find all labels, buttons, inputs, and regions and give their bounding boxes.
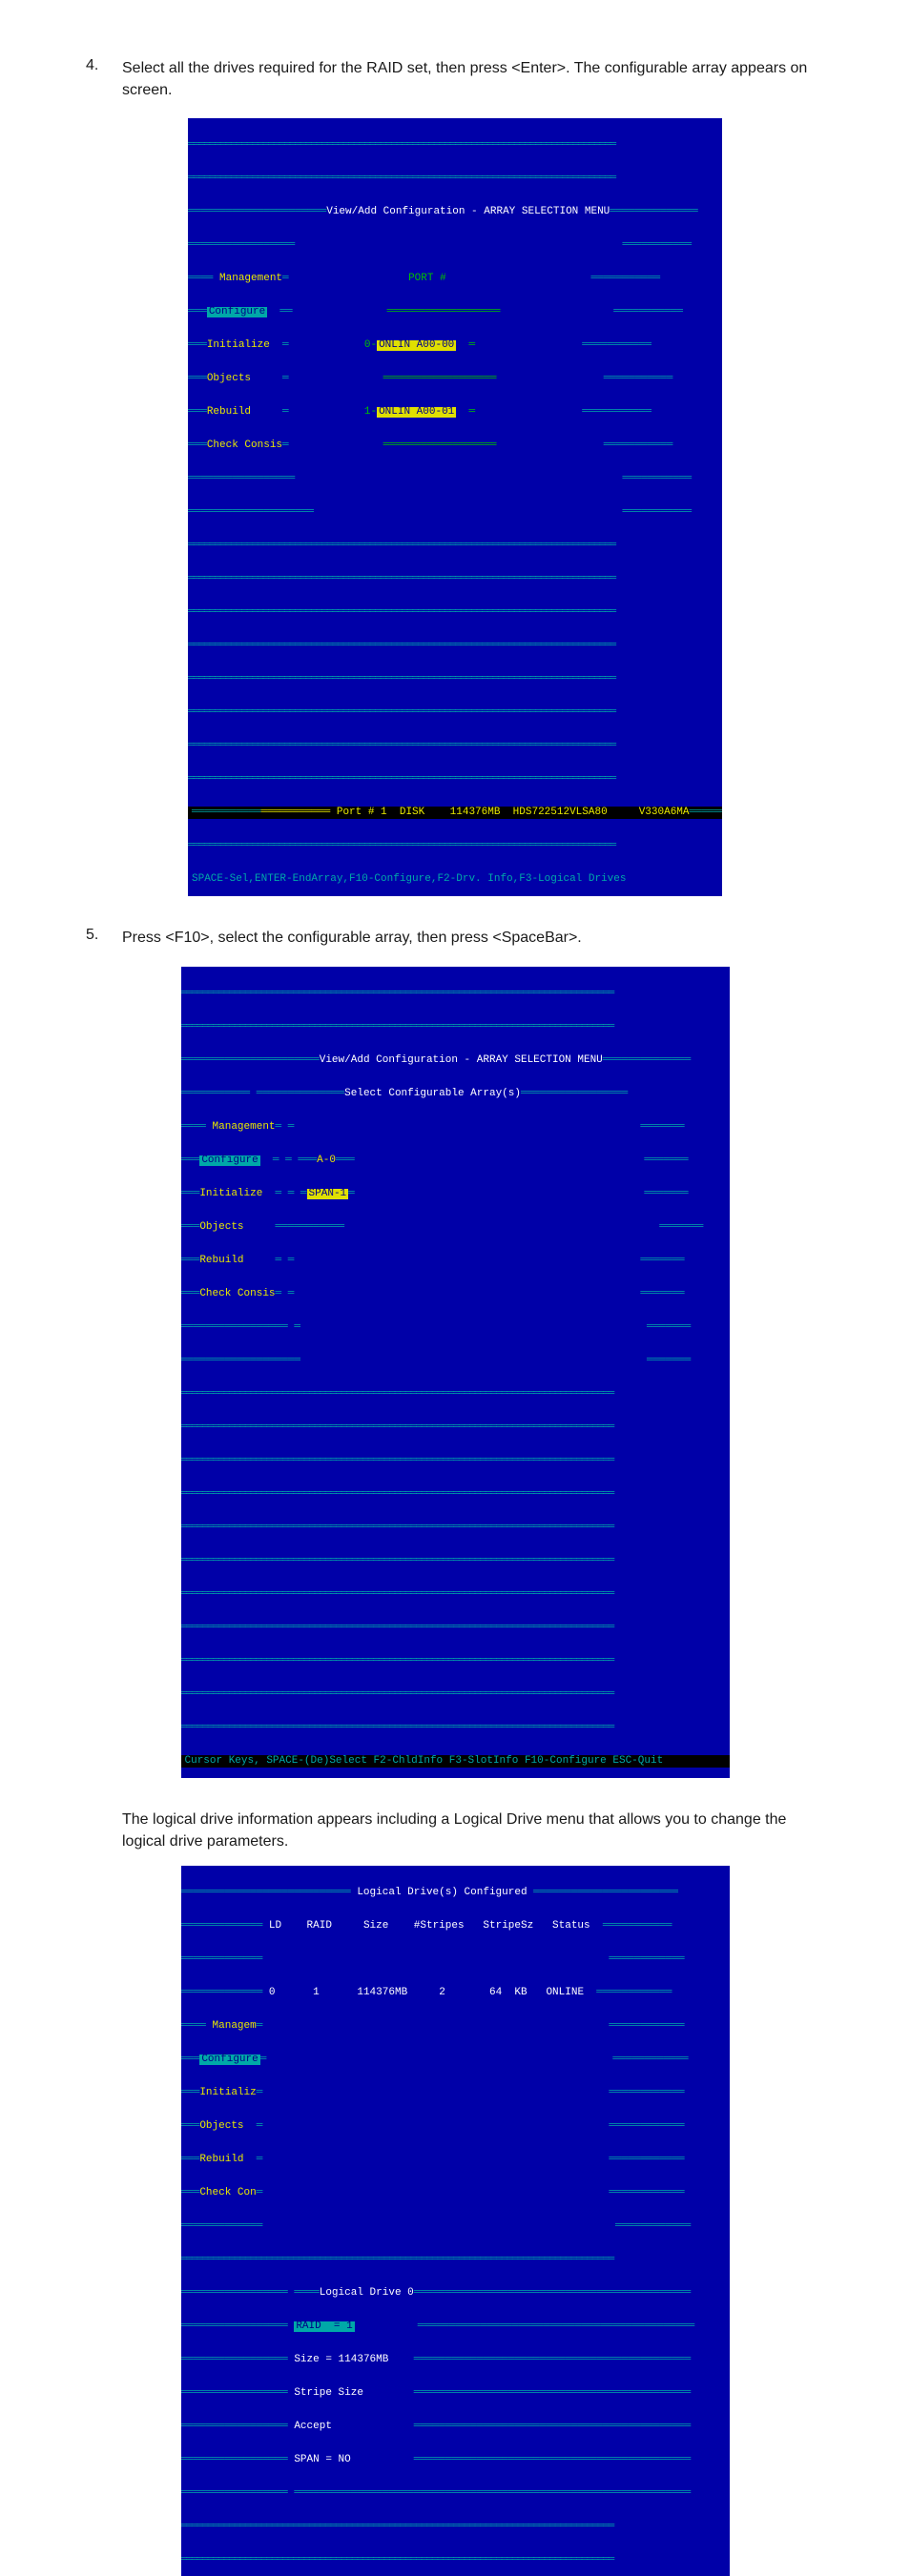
hint-bar: Cursor Keys, SPACE-(De)Select F2-ChldInf… bbox=[185, 1756, 664, 1767]
ld-stripe: Stripe Size bbox=[294, 2388, 363, 2399]
row-ld: 0 bbox=[269, 1988, 276, 1998]
bios-title: View/Add Configuration - ARRAY SELECTION… bbox=[320, 1055, 603, 1066]
menu-rebuild: Rebuild bbox=[207, 407, 251, 418]
menu-management: Management bbox=[219, 274, 282, 284]
row-size: 114376MB bbox=[357, 1988, 407, 1998]
row-stripesz: 64 KB bbox=[489, 1988, 527, 1998]
col-ld: LD bbox=[269, 1921, 281, 1932]
menu-initialize: Initialize bbox=[207, 340, 270, 351]
menu-configure: Configure bbox=[207, 307, 267, 317]
port-header: PORT # bbox=[408, 274, 446, 284]
row-stripes: 2 bbox=[439, 1988, 445, 1998]
bios-title: View/Add Configuration - ARRAY SELECTION… bbox=[326, 207, 610, 217]
menu-check-con: Check Con bbox=[199, 2188, 256, 2198]
menu-rebuild: Rebuild bbox=[199, 1256, 243, 1266]
menu-objects: Objects bbox=[199, 2121, 243, 2132]
menu-managem: Managem bbox=[213, 2021, 257, 2032]
menu-objects: Objects bbox=[207, 374, 251, 384]
menu-management: Management bbox=[213, 1122, 276, 1133]
bios-subtitle: Select Configurable Array(s) bbox=[344, 1089, 521, 1099]
hint-bar: SPACE-Sel,ENTER-EndArray,F10-Configure,F… bbox=[192, 874, 626, 885]
menu-configure: Configure bbox=[199, 1155, 259, 1166]
row-status: ONLINE bbox=[546, 1988, 584, 1998]
port-1: ONLIN A00-01 bbox=[377, 407, 456, 418]
ld-raid: RAID = 1 bbox=[294, 2321, 354, 2332]
step-text: Select all the drives required for the R… bbox=[122, 57, 824, 101]
span-label: SPAN-1 bbox=[307, 1189, 349, 1199]
menu-check-consis: Check Consis bbox=[207, 440, 282, 451]
ld-size: Size = 114376MB bbox=[294, 2355, 388, 2365]
menu-check-consis: Check Consis bbox=[199, 1289, 275, 1299]
status-bar: ═══════════ Port # 1 DISK 114376MB HDS72… bbox=[261, 808, 690, 818]
step-5: 5. Press <F10>, select the configurable … bbox=[86, 927, 824, 949]
menu-objects: Objects bbox=[199, 1222, 243, 1233]
bios-screenshot-logical-drive: ═══════════════════════════ Logical Driv… bbox=[181, 1866, 730, 2576]
bios-screenshot-configurable-array: ════════════════════════════════════════… bbox=[181, 967, 730, 1778]
col-status: Status bbox=[552, 1921, 590, 1932]
menu-configure: Configure bbox=[199, 2055, 259, 2065]
description: The logical drive information appears in… bbox=[122, 1809, 824, 1852]
step-text: Press <F10>, select the configurable arr… bbox=[122, 927, 582, 949]
bios-screenshot-array-selection: ════════════════════════════════════════… bbox=[188, 118, 722, 896]
menu-initialize: Initializ bbox=[199, 2088, 256, 2098]
step-number: 4. bbox=[86, 57, 122, 101]
col-raid: RAID bbox=[307, 1921, 332, 1932]
array-label: A-0 bbox=[317, 1155, 336, 1166]
ld-panel-title: Logical Drive 0 bbox=[320, 2288, 414, 2299]
col-size: Size bbox=[363, 1921, 388, 1932]
menu-rebuild: Rebuild bbox=[199, 2155, 243, 2165]
menu-initialize: Initialize bbox=[199, 1189, 262, 1199]
row-raid: 1 bbox=[313, 1988, 320, 1998]
step-number: 5. bbox=[86, 927, 122, 949]
col-stripesz: StripeSz bbox=[483, 1921, 533, 1932]
ld-span: SPAN = NO bbox=[294, 2455, 350, 2465]
port-0: ONLIN A00-00 bbox=[377, 340, 456, 351]
ld-accept: Accept bbox=[294, 2422, 332, 2432]
col-stripes: #Stripes bbox=[414, 1921, 465, 1932]
step-4: 4. Select all the drives required for th… bbox=[86, 57, 824, 101]
header-title: Logical Drive(s) Configured bbox=[351, 1888, 533, 1898]
